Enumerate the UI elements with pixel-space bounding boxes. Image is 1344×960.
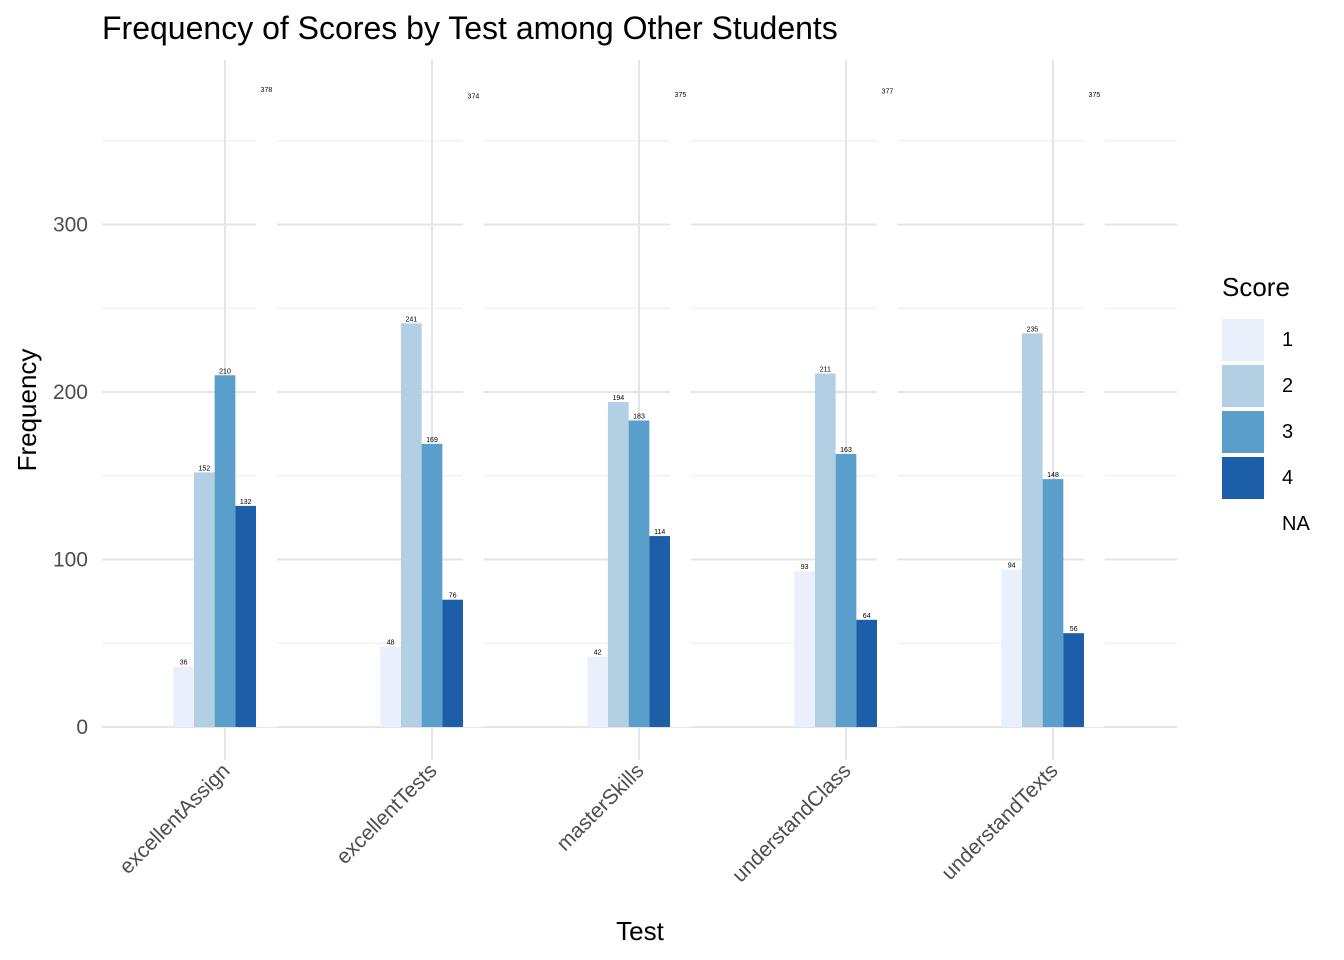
y-axis-title: Frequency [12,349,42,472]
bar-value-label: 36 [180,660,188,667]
y-tick-label: 0 [76,716,88,739]
bar-value-label: 211 [820,367,831,374]
bar-excellentAssign-score-1 [173,666,194,727]
bar-excellentTests-score-NA [463,100,484,728]
legend-item: NA [1222,501,1310,547]
y-tick-label: 100 [53,549,88,572]
bar-value-label: 377 [882,89,894,96]
bar-value-label: 132 [240,499,252,506]
bar-excellentAssign-score-3 [214,375,236,727]
legend-label: 1 [1282,328,1294,351]
legend-items: 1 2 3 4 NA [1222,317,1310,547]
bar-value-label: 148 [1047,472,1059,479]
legend-label: 3 [1282,420,1294,443]
bar-value-label: 48 [387,640,395,647]
bar-value-label: 163 [840,447,852,454]
bar-value-label: 93 [801,564,809,571]
legend-item: 2 [1222,363,1310,409]
bar-value-label: 76 [449,593,457,600]
bar-understandClass-score-4 [856,619,878,727]
legend-title: Score [1222,272,1290,302]
bar-excellentTests-score-1 [380,646,401,727]
legend-swatch [1222,319,1264,361]
bar-value-label: 194 [612,395,624,402]
bar-value-label: 375 [675,92,687,99]
bar-masterSkills-score-1 [587,656,608,727]
x-tick-label: excellentTests [332,759,442,869]
legend-swatch [1222,365,1264,407]
legend-item: 1 [1222,317,1310,363]
legend-swatch [1222,411,1264,453]
bar-value-label: 183 [633,413,645,420]
legend-item: 4 [1222,455,1310,501]
bar-excellentAssign-score-4 [235,505,257,727]
legend-item: 3 [1222,409,1310,455]
bar-excellentAssign-score-NA [256,93,277,728]
bar-value-label: 241 [405,316,417,323]
y-tick-label: 200 [53,381,88,404]
x-tick-label: understandClass [728,759,856,887]
bar-excellentTests-score-3 [421,443,443,727]
bar-value-label: 64 [863,613,871,620]
legend-label: 2 [1282,374,1294,397]
bar-value-label: 42 [594,650,602,657]
bar-value-label: 378 [261,87,273,94]
bars [173,93,1105,728]
bar-labels: 36 152 210 132 378 48 241 169 76 374 42 194 183 114 37… [180,87,1101,667]
bar-understandClass-score-NA [877,95,898,727]
y-tick-label: 300 [53,214,88,237]
bar-value-label: 152 [198,465,210,472]
bar-value-label: 56 [1070,626,1078,633]
bar-value-label: 210 [219,368,231,375]
bar-excellentTests-score-4 [442,599,464,727]
bar-understandTexts-score-NA [1084,98,1105,727]
bar-value-label: 374 [468,94,480,101]
x-tick-label: masterSkills [552,759,648,855]
bar-understandTexts-score-2 [1021,333,1043,727]
bar-excellentTests-score-2 [400,323,422,727]
bar-value-label: 235 [1026,326,1038,333]
x-axis-title: Test [616,916,664,946]
legend-swatch [1222,503,1264,545]
bar-masterSkills-score-2 [607,402,629,727]
bar-value-label: 114 [654,529,665,536]
bar-understandTexts-score-1 [1001,569,1022,727]
bar-masterSkills-score-3 [628,420,650,727]
bar-understandTexts-score-4 [1063,633,1085,727]
legend-label: NA [1282,512,1310,535]
bar-excellentAssign-score-2 [193,472,215,727]
bar-value-label: 94 [1008,563,1016,570]
legend: Score 1 2 3 4 NA [1222,272,1310,547]
x-tick-label: understandTexts [937,759,1062,884]
bar-masterSkills-score-4 [649,536,671,727]
x-tick-label: excellentAssign [115,759,234,878]
bar-masterSkills-score-NA [670,98,691,727]
chart-title: Frequency of Scores by Test among Other … [102,10,838,46]
bar-understandTexts-score-3 [1042,479,1064,727]
bar-value-label: 169 [426,437,438,444]
legend-label: 4 [1282,466,1294,489]
bar-understandClass-score-2 [814,373,836,727]
legend-swatch [1222,457,1264,499]
bar-understandClass-score-3 [835,453,857,727]
bar-understandClass-score-1 [794,571,815,727]
bar-value-label: 375 [1089,92,1101,99]
